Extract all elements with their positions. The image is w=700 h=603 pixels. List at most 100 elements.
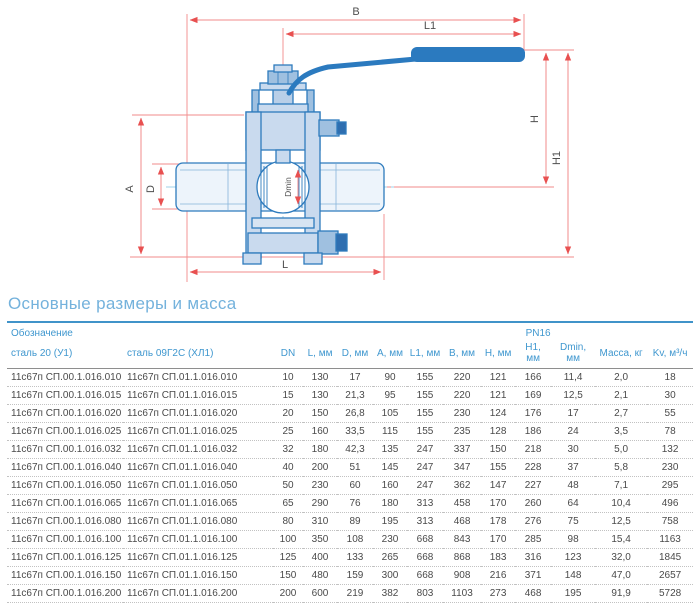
handle-grip	[411, 47, 525, 62]
value-cell: 150	[273, 566, 304, 585]
value-cell: 18	[647, 368, 694, 387]
value-cell: 316	[515, 548, 552, 567]
value-cell: 247	[407, 458, 444, 477]
designation-cell: 11с67п СП.01.1.016.020	[123, 404, 274, 423]
value-cell: 147	[481, 476, 516, 495]
value-cell: 480	[303, 566, 338, 585]
designation-cell: 11с67п СП.00.1.016.125	[7, 548, 123, 567]
value-cell: 166	[515, 368, 552, 387]
value-cell: 30	[551, 440, 596, 459]
value-cell: 843	[443, 530, 482, 549]
value-cell: 150	[481, 440, 516, 459]
value-cell: 218	[515, 440, 552, 459]
value-cell: 159	[337, 566, 374, 585]
value-cell: 155	[407, 422, 444, 441]
handle	[286, 47, 525, 96]
table-row: 11с67п СП.00.1.016.125 11с67п СП.01.1.016…	[7, 548, 694, 567]
designation-cell: 11с67п СП.00.1.016.040	[7, 458, 123, 477]
value-cell: 133	[337, 548, 374, 567]
dim-label-l: L	[282, 259, 288, 271]
value-cell: 176	[515, 404, 552, 423]
value-cell: 313	[407, 494, 444, 513]
columns-row: сталь 20 (У1) сталь 09Г2С (ХЛ1) DN L, мм D, …	[7, 339, 694, 369]
extension-lines	[130, 14, 574, 282]
value-cell: 155	[407, 404, 444, 423]
value-cell: 227	[515, 476, 552, 495]
column-header: Dmin, мм	[551, 339, 596, 369]
value-cell: 458	[443, 494, 482, 513]
value-cell: 47,0	[595, 566, 648, 585]
value-cell: 230	[303, 476, 338, 495]
dim-label-a: A	[124, 185, 136, 193]
designation-cell: 11с67п СП.00.1.016.025	[7, 422, 123, 441]
table-row: 11с67п СП.00.1.016.015 11с67п СП.01.1.016…	[7, 386, 694, 405]
value-cell: 2,1	[595, 386, 648, 405]
value-cell: 200	[273, 584, 304, 603]
value-cell: 150	[303, 404, 338, 423]
value-cell: 668	[407, 566, 444, 585]
dim-label-l1: L1	[424, 20, 436, 32]
value-cell: 2657	[647, 566, 694, 585]
table-row: 11с67п СП.00.1.016.032 11с67п СП.01.1.016…	[7, 440, 694, 459]
value-cell: 124	[481, 404, 516, 423]
column-header: L1, мм	[407, 339, 444, 369]
value-cell: 121	[481, 368, 516, 387]
value-cell: 228	[515, 458, 552, 477]
value-cell: 132	[647, 440, 694, 459]
value-cell: 260	[515, 494, 552, 513]
table-row: 11с67п СП.00.1.016.150 11с67п СП.01.1.016…	[7, 566, 694, 585]
value-cell: 1845	[647, 548, 694, 567]
value-cell: 216	[481, 566, 516, 585]
value-cell: 668	[407, 548, 444, 567]
value-cell: 15,4	[595, 530, 648, 549]
value-cell: 1103	[443, 584, 482, 603]
designation-cell: 11с67п СП.00.1.016.015	[7, 386, 123, 405]
value-cell: 12,5	[551, 386, 596, 405]
value-cell: 155	[407, 386, 444, 405]
value-cell: 42,3	[337, 440, 374, 459]
value-cell: 123	[551, 548, 596, 567]
value-cell: 10,4	[595, 494, 648, 513]
value-cell: 468	[443, 512, 482, 531]
designation-cell: 11с67п СП.01.1.016.040	[123, 458, 274, 477]
value-cell: 25	[273, 422, 304, 441]
value-cell: 3,5	[595, 422, 648, 441]
value-cell: 285	[515, 530, 552, 549]
value-cell: 235	[443, 422, 482, 441]
value-cell: 178	[481, 512, 516, 531]
value-cell: 180	[303, 440, 338, 459]
value-cell: 276	[515, 512, 552, 531]
value-cell: 12,5	[595, 512, 648, 531]
column-header: H, мм	[481, 339, 516, 369]
value-cell: 10	[273, 368, 304, 387]
designation-group-header: Обозначение	[11, 328, 73, 339]
value-cell: 195	[373, 512, 408, 531]
value-cell: 100	[273, 530, 304, 549]
value-cell: 5728	[647, 584, 694, 603]
value-cell: 170	[481, 494, 516, 513]
stem-nut	[267, 70, 299, 85]
dim-label-d: D	[145, 185, 157, 193]
value-cell: 128	[481, 422, 516, 441]
pn-group-header: PN16	[525, 328, 551, 339]
value-cell: 76	[337, 494, 374, 513]
value-cell: 183	[481, 548, 516, 567]
table-row: 11с67п СП.00.1.016.020 11с67п СП.01.1.016…	[7, 404, 694, 423]
column-header: Kv, м³/ч	[647, 339, 694, 369]
value-cell: 230	[647, 458, 694, 477]
designation-cell: 11с67п СП.00.1.016.020	[7, 404, 123, 423]
value-cell: 200	[303, 458, 338, 477]
bottom-bolt	[317, 230, 339, 255]
designation-cell: 11с67п СП.01.1.016.080	[123, 512, 274, 531]
datasheet-page: B L1 H H1 A D Dmin L Основные размеры и …	[7, 6, 694, 603]
value-cell: 17	[551, 404, 596, 423]
designation-cell: 11с67п СП.00.1.016.150	[7, 566, 123, 585]
value-cell: 219	[337, 584, 374, 603]
value-cell: 382	[373, 584, 408, 603]
column-header: H1, мм	[515, 339, 552, 369]
value-cell: 48	[551, 476, 596, 495]
value-cell: 98	[551, 530, 596, 549]
table-row: 11с67п СП.00.1.016.065 11с67п СП.01.1.016…	[7, 494, 694, 513]
value-cell: 50	[273, 476, 304, 495]
value-cell: 155	[481, 458, 516, 477]
